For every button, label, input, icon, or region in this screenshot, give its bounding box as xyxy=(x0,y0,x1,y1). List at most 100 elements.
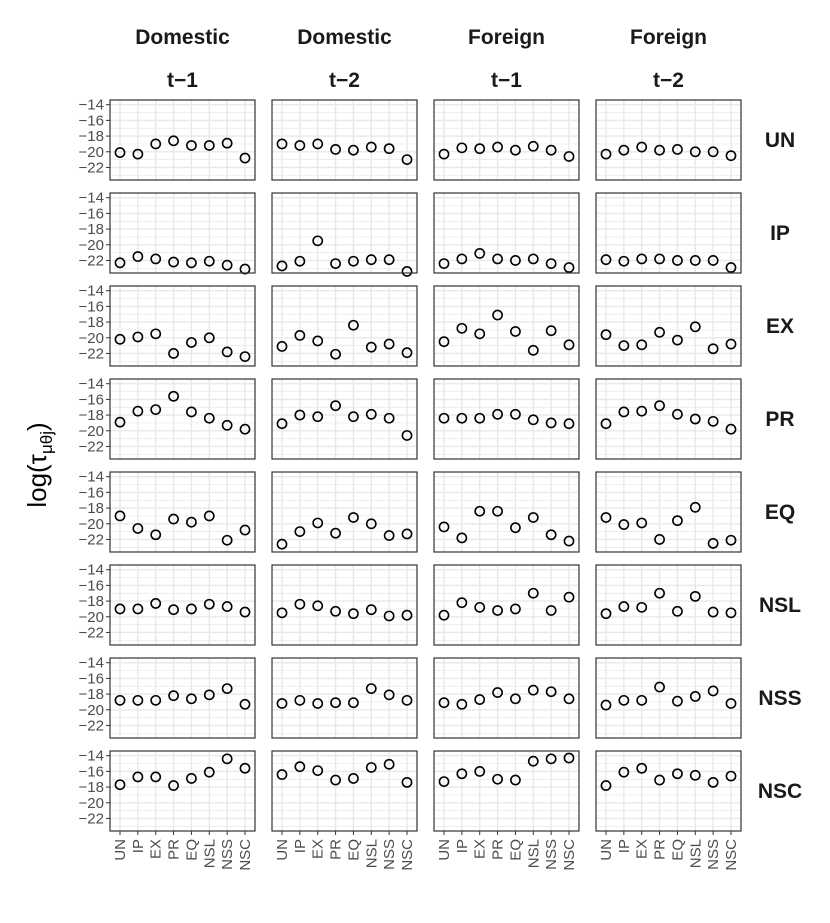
data-point xyxy=(276,418,288,430)
column-strip-lag: t−2 xyxy=(329,69,360,92)
data-point xyxy=(168,690,179,702)
data-point xyxy=(707,685,719,697)
data-point xyxy=(365,141,377,153)
data-point xyxy=(438,148,450,160)
data-point xyxy=(618,144,630,156)
data-point xyxy=(689,590,701,602)
panel-background xyxy=(434,751,579,831)
data-point xyxy=(456,597,468,609)
data-point xyxy=(600,148,612,160)
data-point xyxy=(348,608,359,620)
data-point xyxy=(150,253,162,265)
data-point xyxy=(618,406,630,418)
panel-border xyxy=(109,192,256,274)
data-point xyxy=(383,689,395,701)
data-point xyxy=(348,512,359,523)
facet-panel xyxy=(595,564,742,646)
panel-border xyxy=(433,750,580,832)
data-point xyxy=(492,505,503,517)
data-point xyxy=(186,140,197,151)
x-tick-label: NSC xyxy=(561,839,578,871)
data-point xyxy=(474,765,486,777)
panel-border xyxy=(595,378,742,460)
data-point xyxy=(365,604,377,616)
data-point xyxy=(294,526,306,538)
data-point xyxy=(618,340,630,352)
data-point xyxy=(563,752,575,764)
y-axis-label-symbol: τ xyxy=(22,453,52,464)
data-point xyxy=(168,135,179,147)
data-point xyxy=(510,408,521,420)
panel-background xyxy=(110,751,255,831)
y-tick-label: −22 xyxy=(79,624,104,641)
data-point xyxy=(348,255,359,267)
facet-panel xyxy=(595,378,742,460)
data-point xyxy=(600,418,612,430)
panels xyxy=(109,99,742,832)
data-point xyxy=(510,326,521,337)
data-point xyxy=(312,235,324,247)
data-point xyxy=(689,146,701,158)
data-point xyxy=(114,416,126,428)
data-point xyxy=(276,340,288,352)
data-point xyxy=(707,606,719,618)
data-point xyxy=(636,339,648,351)
data-point xyxy=(510,144,521,156)
panel-border xyxy=(271,657,418,739)
x-tick-label: NSS xyxy=(219,839,236,870)
data-point xyxy=(672,255,683,266)
facet-panel xyxy=(109,750,256,832)
panel-border xyxy=(109,657,256,739)
data-point xyxy=(312,765,324,777)
data-point xyxy=(438,412,450,424)
data-point xyxy=(312,411,324,423)
x-tick-label: PR xyxy=(166,839,183,860)
y-tick-label: −18 xyxy=(79,593,104,610)
data-point xyxy=(312,335,324,347)
facet-panel xyxy=(433,750,580,832)
data-point xyxy=(618,601,630,612)
data-point xyxy=(294,761,306,773)
data-point xyxy=(492,687,503,698)
data-point xyxy=(707,537,719,549)
panel-border xyxy=(433,99,580,181)
data-point xyxy=(168,513,179,525)
data-point xyxy=(725,607,737,619)
column-strip-title: Foreign xyxy=(630,26,707,49)
data-point xyxy=(330,348,341,360)
data-point xyxy=(383,530,395,541)
data-point xyxy=(510,603,521,615)
data-point xyxy=(401,776,413,788)
data-point xyxy=(365,254,377,266)
x-tick-label: EQ xyxy=(669,839,686,861)
x-tick-label: IP xyxy=(292,839,309,853)
data-point xyxy=(239,698,251,710)
panel-border xyxy=(271,471,418,553)
data-point xyxy=(239,351,251,362)
panel-border xyxy=(271,192,418,274)
x-tick-label: EQ xyxy=(507,839,524,861)
y-tick-label: −16 xyxy=(79,205,104,222)
panel-border xyxy=(595,99,742,181)
y-tick-label: −18 xyxy=(79,221,104,238)
x-tick-label: NSL xyxy=(525,839,542,868)
y-tick-label: −22 xyxy=(79,159,104,176)
data-point xyxy=(114,603,126,615)
data-point xyxy=(438,521,450,533)
data-point xyxy=(239,423,251,435)
data-point xyxy=(150,138,162,150)
data-point xyxy=(168,256,179,268)
data-point xyxy=(563,591,575,603)
x-tick-label: PR xyxy=(652,839,669,860)
facet-panel xyxy=(433,657,580,739)
data-point xyxy=(527,414,539,426)
panel-border xyxy=(595,285,742,367)
data-point xyxy=(563,262,575,273)
data-point xyxy=(563,151,575,162)
data-point xyxy=(186,337,197,348)
data-point xyxy=(474,412,486,424)
facet-panel xyxy=(595,471,742,553)
data-point xyxy=(725,534,737,546)
facet-panel xyxy=(433,192,580,274)
data-point xyxy=(545,529,557,541)
